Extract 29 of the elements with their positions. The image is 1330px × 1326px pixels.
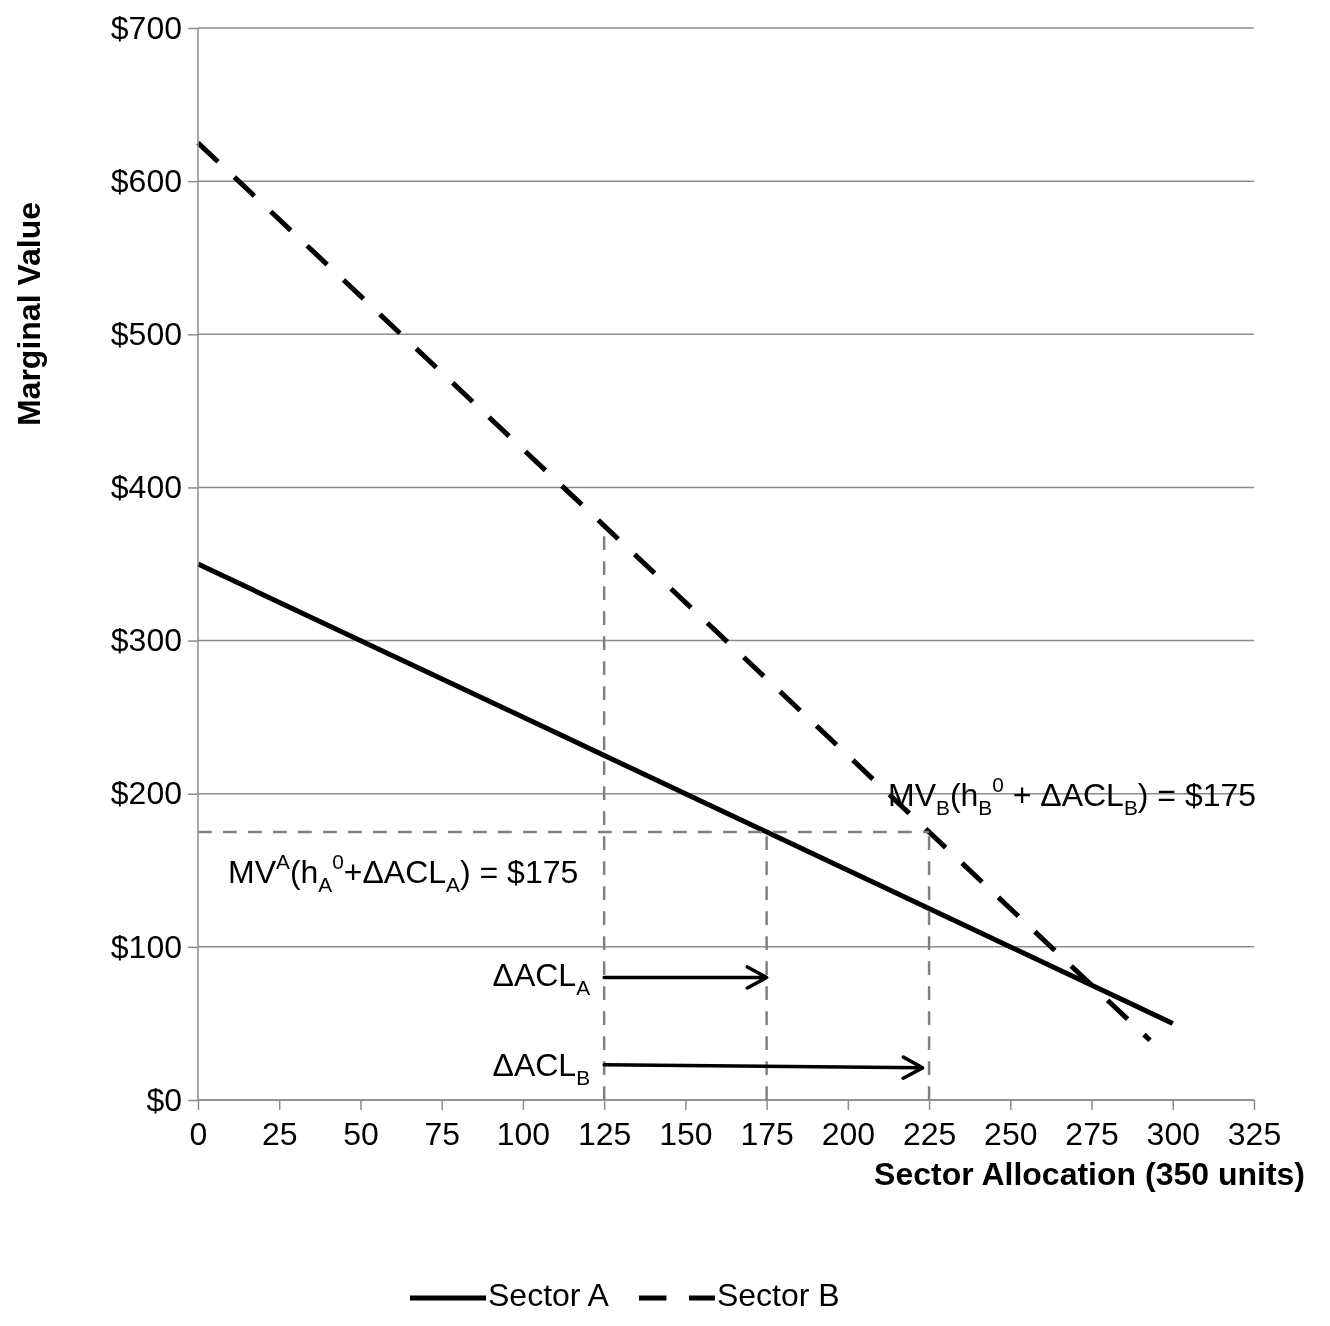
y-tick-label: $600 <box>110 162 182 199</box>
y-tick-label: $0 <box>146 1081 182 1118</box>
x-tick-label: 175 <box>740 1115 794 1152</box>
annotation: MV$^{A}$(h$_{A}$$^{0}$+ΔACL$_{A}$) = $175 <box>228 850 579 896</box>
annotation: ΔACL$_{B}$ <box>492 1047 590 1089</box>
y-tick-label: $700 <box>110 9 182 46</box>
x-tick-label: 250 <box>984 1115 1038 1152</box>
legend-label: Sector A <box>488 1277 610 1314</box>
y-axis-title: Marginal Value <box>11 201 47 427</box>
x-tick-label: 225 <box>902 1115 957 1152</box>
y-tick-label: $400 <box>110 469 182 506</box>
x-tick-label: 50 <box>343 1115 379 1152</box>
x-axis-title: Sector Allocation (350 units) <box>874 1156 1305 1192</box>
y-tick-label: $100 <box>110 928 182 965</box>
y-tick-label: $500 <box>110 316 182 353</box>
x-tick-label: 0 <box>189 1115 208 1152</box>
x-tick-label: 125 <box>577 1115 632 1152</box>
y-tick-label: $200 <box>110 775 182 812</box>
x-tick-label: 200 <box>821 1115 876 1152</box>
x-tick-label: 325 <box>1227 1115 1282 1152</box>
x-tick-label: 275 <box>1065 1115 1119 1152</box>
x-tick-label: 25 <box>261 1115 298 1152</box>
legend-label: Sector B <box>716 1277 840 1314</box>
annotation: ΔACL$_{A}$ <box>492 957 591 999</box>
x-tick-label: 75 <box>424 1115 460 1152</box>
x-tick-label: 100 <box>496 1115 551 1152</box>
x-tick-label: 150 <box>659 1115 713 1152</box>
y-tick-label: $300 <box>110 622 182 659</box>
x-tick-label: 300 <box>1146 1115 1200 1152</box>
